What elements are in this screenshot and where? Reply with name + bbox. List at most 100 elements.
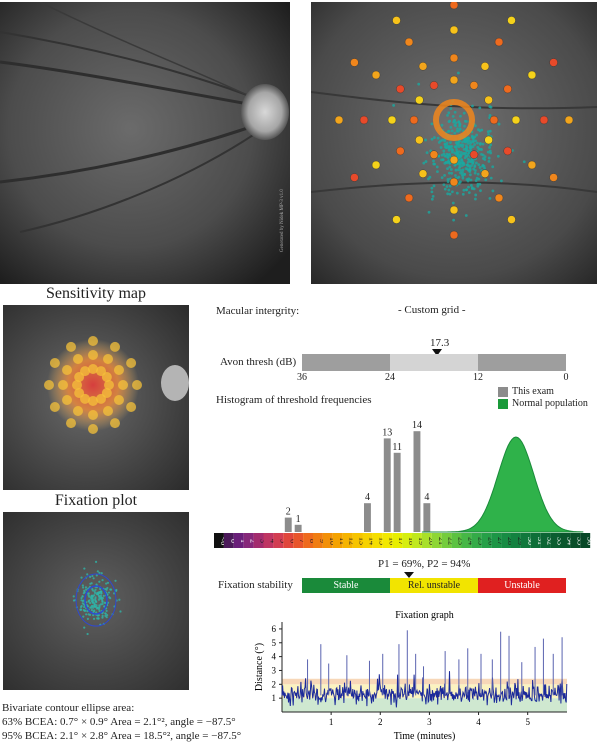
- sensitivity-point: [88, 424, 98, 434]
- histogram-tick-label: 2: [249, 539, 258, 543]
- grid-stimulus-point: [511, 115, 521, 125]
- fixation-dot: [109, 588, 113, 591]
- fixation-dot: [95, 593, 98, 596]
- sensitivity-point: [118, 380, 128, 390]
- fixation-point: [458, 161, 461, 165]
- grid-stimulus-point: [527, 160, 537, 170]
- fixation-point: [430, 186, 434, 190]
- fixation-point: [470, 164, 473, 167]
- fixation-point: [481, 153, 485, 157]
- fixation-point: [449, 141, 452, 144]
- x-tick-label: 3: [427, 717, 432, 727]
- fixation-point: [462, 188, 466, 192]
- fixation-band: [282, 698, 567, 712]
- fixation-dot: [103, 605, 106, 608]
- fixation-dot: [104, 614, 107, 617]
- fixation-point: [478, 182, 482, 186]
- fixation-dot: [80, 576, 83, 579]
- fixation-point: [465, 167, 469, 171]
- fixation-dot: [91, 574, 94, 578]
- fixation-point: [449, 107, 453, 111]
- fixation-dot: [95, 611, 98, 614]
- fixation-point: [456, 168, 460, 172]
- sensitivity-point: [88, 364, 98, 374]
- grid-stimulus-point: [371, 70, 381, 80]
- grid-stimulus-point: [564, 115, 574, 125]
- fixation-point: [486, 130, 490, 134]
- fixation-point: [444, 154, 448, 158]
- fixation-point: [440, 123, 444, 127]
- fixation-point: [476, 145, 480, 149]
- grid-stimulus-point: [507, 16, 516, 25]
- fixation-point: [476, 172, 480, 176]
- sensitivity-map-image: [3, 305, 189, 490]
- sensitivity-point: [88, 336, 98, 346]
- sensitivity-point: [58, 380, 68, 390]
- central-ring: [433, 99, 475, 141]
- fixation-dot: [97, 617, 100, 620]
- fixation-point: [443, 139, 447, 143]
- fundus-main-graphic: Generated by Nidek MP-3 v1.0: [0, 2, 290, 284]
- grid-stimulus-point: [494, 193, 504, 203]
- grid-stimulus-point: [549, 58, 558, 67]
- fixation-point: [467, 177, 471, 181]
- fixation-point: [417, 82, 421, 86]
- grid-stimulus-point: [507, 215, 516, 224]
- fixation-point: [456, 71, 460, 75]
- fixation-point: [457, 156, 461, 159]
- histogram-tick-label: 36: [585, 537, 594, 545]
- fixation-point: [446, 180, 450, 184]
- fixation-dot: [106, 581, 110, 584]
- scale-cell: [520, 533, 531, 548]
- histogram-bar-label: 13: [382, 427, 392, 438]
- fixation-point: [439, 146, 443, 149]
- grid-stimulus-point: [392, 215, 401, 224]
- histogram-tick-label: 9: [318, 539, 327, 543]
- scale-cell: [214, 533, 224, 548]
- scale-cell: [412, 533, 422, 548]
- fixation-point: [427, 210, 431, 214]
- sensitivity-point: [62, 365, 73, 375]
- fixation-point: [459, 143, 463, 147]
- x-tick-label: 4: [476, 717, 481, 727]
- fixation-dot: [91, 596, 94, 599]
- fixation-point: [472, 187, 476, 191]
- fixation-point: [478, 166, 482, 169]
- sensitivity-point: [73, 405, 83, 416]
- fixation-dot: [94, 596, 97, 599]
- fixation-dot: [90, 599, 93, 603]
- histogram-tick-label: 1: [239, 539, 248, 543]
- fundus-grid-image: [311, 2, 597, 284]
- fixation-point: [471, 104, 474, 108]
- scale-cell: [540, 533, 551, 548]
- fixation-point: [455, 191, 459, 195]
- fixation-point: [442, 183, 446, 187]
- fixation-point: [430, 197, 434, 201]
- y-tick-label: 3: [272, 665, 277, 675]
- fixation-point: [463, 119, 467, 123]
- fixation-dot: [101, 616, 104, 619]
- fixation-dot: [84, 586, 88, 589]
- avon-tick-label: 0: [563, 372, 569, 383]
- fixation-dot: [90, 582, 93, 585]
- fixation-point: [473, 124, 477, 128]
- fixation-dot: [105, 582, 108, 585]
- fixation-point: [483, 155, 487, 159]
- grid-stimulus-point: [429, 150, 439, 159]
- fixation-graph: Fixation graph 1 2 3 4 5 6 1 2 3 4 5 Time (minutes) D…: [254, 610, 568, 742]
- scale-cell: [501, 533, 511, 548]
- histogram-tick-label: 27: [496, 537, 505, 545]
- bcea-63: 63% BCEA: 0.7° × 0.9° Area = 2.1°², angl…: [2, 716, 236, 728]
- fixation-dot: [104, 588, 107, 591]
- fixation-point: [473, 171, 477, 175]
- fixation-point: [471, 145, 475, 148]
- histogram-tick-label: 15: [377, 537, 386, 545]
- fixation-dot: [115, 588, 118, 592]
- fixation-point: [424, 138, 428, 142]
- legend-item-normal: Normal population: [498, 398, 588, 409]
- scale-cell: [471, 533, 482, 548]
- grid-stimulus-point: [449, 25, 459, 35]
- histogram-bar-label: 4: [365, 492, 370, 503]
- fixation-point: [487, 159, 491, 163]
- fixation-point: [431, 194, 435, 198]
